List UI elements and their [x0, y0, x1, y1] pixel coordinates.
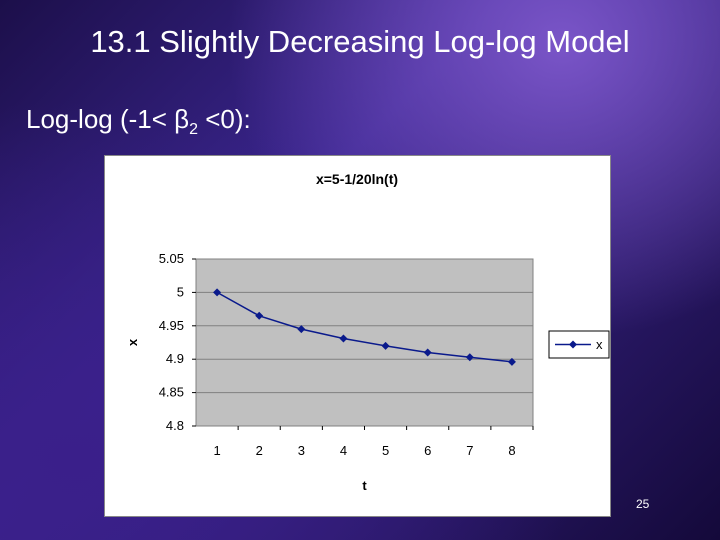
slide-title: 13.1 Slightly Decreasing Log-log Model [90, 24, 630, 59]
y-tick-label: 4.95 [159, 318, 184, 333]
data-point [381, 341, 390, 350]
x-tick-label: 1 [213, 443, 220, 458]
data-point [297, 325, 306, 334]
data-point [339, 334, 348, 343]
bullet-text: Log-log (-1< β2 <0): [26, 104, 251, 139]
x-tick-label: 3 [298, 443, 305, 458]
x-tick-label: 6 [424, 443, 431, 458]
data-point [423, 348, 432, 357]
chart-container: x=5-1/20ln(t) 4.8 4.85 4.9 4.95 5 5.05 1 2 3 4 5 6 7 8… [104, 155, 611, 517]
bullet-main: Log-log (-1< β [26, 104, 190, 134]
data-point [465, 353, 474, 362]
data-point [507, 357, 516, 366]
x-tick-label: 7 [466, 443, 473, 458]
x-tick-label: 8 [508, 443, 515, 458]
chart-svg: x=5-1/20ln(t) 4.8 4.85 4.9 4.95 5 5.05 1 2 3 4 5 6 7 8… [125, 171, 610, 493]
x-tick-label: 2 [256, 443, 263, 458]
chart-title: x=5-1/20ln(t) [316, 171, 398, 187]
y-axis-label: x [125, 338, 140, 346]
y-tick-label: 5.05 [159, 251, 184, 266]
page-number: 25 [636, 497, 650, 511]
bullet-tail: <0): [198, 104, 251, 134]
legend-label: x [596, 337, 603, 352]
bullet-subscript: 2 [189, 121, 199, 139]
x-tick-label: 4 [340, 443, 347, 458]
y-tick-label: 5 [177, 284, 184, 299]
y-tick-label: 4.9 [166, 351, 184, 366]
x-tick-label: 5 [382, 443, 389, 458]
series-line [216, 291, 513, 363]
legend-marker [569, 340, 577, 349]
y-tick-label: 4.8 [166, 418, 184, 433]
x-axis-label: t [362, 478, 367, 493]
data-point [213, 288, 222, 297]
y-tick-label: 4.85 [159, 385, 184, 400]
data-point [255, 311, 264, 320]
